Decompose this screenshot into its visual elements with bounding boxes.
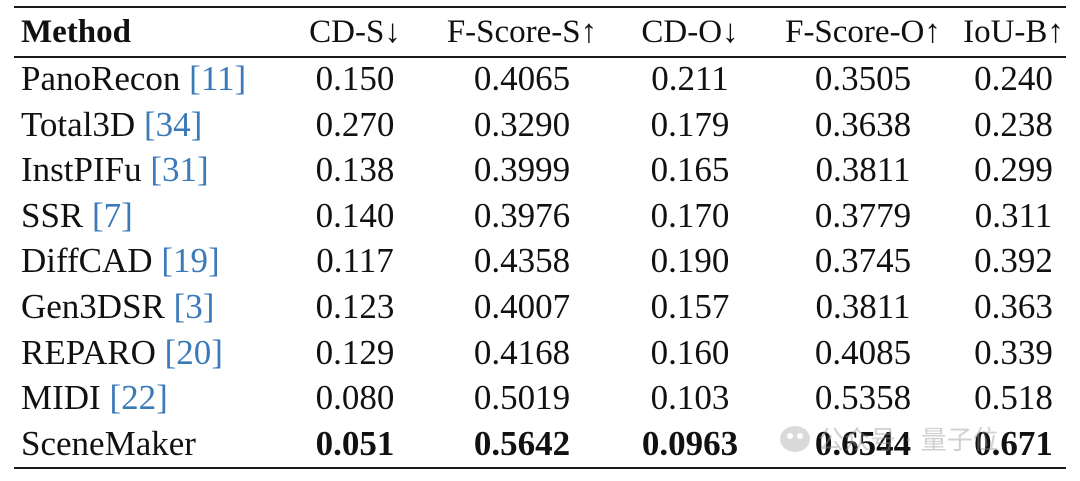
table-row: MIDI [22] 0.080 0.5019 0.103 0.5358 0.518 (14, 375, 1066, 421)
table-row: Total3D [34] 0.270 0.3290 0.179 0.3638 0.238 (14, 102, 1066, 148)
header-cd-o: CD-O↓ (641, 14, 739, 50)
value-cell: 0.3811 (815, 286, 911, 326)
value-cell: 0.211 (651, 59, 729, 98)
value-cell: 0.3745 (814, 241, 912, 281)
table-row: InstPIFu [31] 0.138 0.3999 0.165 0.3811 0.299 (14, 147, 1066, 193)
header-fscore-o: F-Score-O↑ (785, 14, 941, 50)
value-cell: 0.157 (650, 286, 730, 326)
value-cell: 0.4358 (473, 241, 571, 281)
method-cell: InstPIFu [31] (14, 147, 281, 193)
value-cell: 0.5358 (814, 378, 912, 418)
table-body: PanoRecon [11] 0.150 0.4065 0.211 0.3505 0.24… (14, 56, 1066, 466)
value-cell: 0.3811 (815, 150, 911, 190)
value-cell: 0.339 (974, 332, 1053, 372)
value-cell: 0.518 (974, 378, 1053, 418)
table-row: SceneMaker 0.051 0.5642 0.0963 0.6544 0.671 (14, 421, 1066, 467)
method-name: Total3D (21, 104, 136, 144)
value-cell: 0.240 (974, 59, 1053, 98)
value-cell: 0.170 (650, 195, 730, 235)
method-cell: REPARO [20] (14, 330, 281, 376)
value-cell: 0.3290 (473, 104, 571, 144)
method-cell: SSR [7] (14, 193, 281, 239)
citation-link[interactable]: [19] (161, 241, 220, 281)
value-cell: 0.117 (316, 241, 394, 281)
value-cell: 0.3976 (473, 195, 571, 235)
method-name: SSR (21, 195, 84, 235)
method-name: SceneMaker (21, 423, 196, 463)
table-row: REPARO [20] 0.129 0.4168 0.160 0.4085 0.339 (14, 330, 1066, 376)
table-top-rule (14, 6, 1066, 8)
value-cell: 0.4065 (473, 59, 571, 98)
value-cell: 0.4007 (473, 286, 571, 326)
method-cell: PanoRecon [11] (14, 56, 281, 102)
method-name: PanoRecon (21, 59, 181, 98)
value-cell: 0.238 (974, 104, 1053, 144)
method-cell: Total3D [34] (14, 102, 281, 148)
citation-link[interactable]: [3] (173, 286, 215, 326)
table-row: PanoRecon [11] 0.150 0.4065 0.211 0.3505 0.24… (14, 56, 1066, 102)
value-cell: 0.5019 (473, 378, 571, 418)
method-cell: SceneMaker (14, 421, 281, 467)
citation-link[interactable]: [31] (150, 150, 209, 190)
method-name: DiffCAD (21, 241, 153, 281)
value-cell: 0.179 (650, 104, 730, 144)
value-cell: 0.270 (315, 104, 395, 144)
value-cell: 0.671 (974, 423, 1053, 463)
method-name: InstPIFu (21, 150, 142, 190)
value-cell: 0.5642 (473, 423, 571, 463)
method-cell: Gen3DSR [3] (14, 284, 281, 330)
citation-link[interactable]: [22] (109, 378, 168, 418)
value-cell: 0.140 (315, 195, 395, 235)
method-cell: DiffCAD [19] (14, 238, 281, 284)
table-bottom-rule (14, 467, 1066, 469)
value-cell: 0.4085 (814, 332, 912, 372)
value-cell: 0.0963 (641, 423, 739, 463)
value-cell: 0.123 (315, 286, 395, 326)
citation-link[interactable]: [11] (189, 59, 247, 98)
header-iou-b: IoU-B↑ (963, 14, 1064, 50)
value-cell: 0.299 (974, 150, 1053, 190)
value-cell: 0.190 (650, 241, 730, 281)
citation-link[interactable]: [7] (92, 195, 133, 235)
method-name: MIDI (21, 378, 101, 418)
value-cell: 0.165 (650, 150, 730, 190)
method-cell: MIDI [22] (14, 375, 281, 421)
value-cell: 0.392 (974, 241, 1053, 281)
header-cd-s: CD-S↓ (309, 14, 401, 50)
method-name: Gen3DSR (21, 286, 165, 326)
comparison-table: Method CD-S↓ F-Score-S↑ CD-O↓ F-Score-O↑… (14, 8, 1066, 466)
table-row: DiffCAD [19] 0.117 0.4358 0.190 0.3745 0.392 (14, 238, 1066, 284)
header-row: Method CD-S↓ F-Score-S↑ CD-O↓ F-Score-O↑… (14, 8, 1066, 56)
value-cell: 0.4168 (473, 332, 571, 372)
value-cell: 0.129 (315, 332, 395, 372)
value-cell: 0.6544 (814, 423, 912, 463)
table-row: Gen3DSR [3] 0.123 0.4007 0.157 0.3811 0.363 (14, 284, 1066, 330)
value-cell: 0.160 (650, 332, 730, 372)
value-cell: 0.3999 (473, 150, 571, 190)
value-cell: 0.103 (650, 378, 730, 418)
value-cell: 0.3638 (814, 104, 912, 144)
method-name: REPARO (21, 332, 156, 372)
table-row: SSR [7] 0.140 0.3976 0.170 0.3779 0.311 (14, 193, 1066, 239)
value-cell: 0.3505 (814, 59, 912, 98)
value-cell: 0.363 (974, 286, 1053, 326)
value-cell: 0.3779 (814, 195, 912, 235)
value-cell: 0.311 (974, 195, 1053, 235)
value-cell: 0.080 (315, 378, 395, 418)
value-cell: 0.051 (315, 423, 395, 463)
citation-link[interactable]: [34] (143, 104, 203, 144)
table-header: Method CD-S↓ F-Score-S↑ CD-O↓ F-Score-O↑… (14, 8, 1066, 56)
value-cell: 0.138 (315, 150, 395, 190)
header-fscore-s: F-Score-S↑ (446, 14, 598, 50)
header-method: Method (21, 14, 131, 50)
value-cell: 0.150 (315, 59, 395, 98)
citation-link[interactable]: [20] (164, 332, 223, 372)
table-header-rule (14, 56, 1066, 58)
